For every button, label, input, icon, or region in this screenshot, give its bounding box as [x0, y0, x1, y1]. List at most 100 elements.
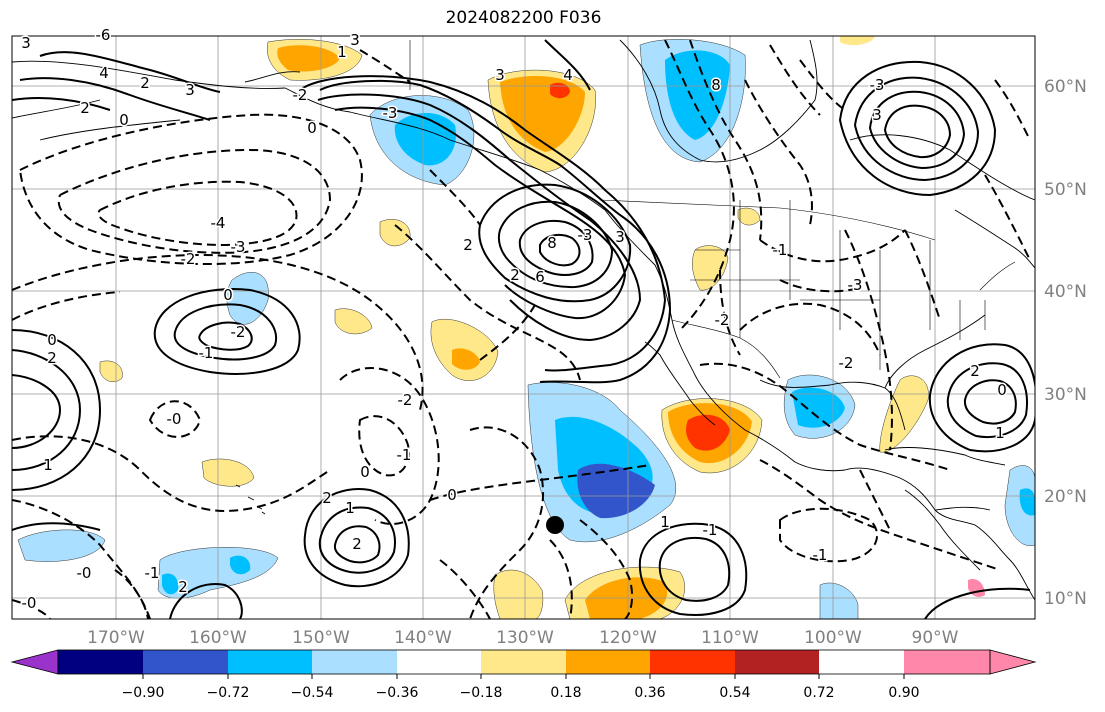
contour-label: 8 — [711, 76, 721, 94]
latitude-labels: 60°N 50°N 40°N 30°N 20°N 10°N — [1044, 77, 1087, 609]
colorbar-segment — [650, 650, 735, 674]
contour-label: 2 — [510, 266, 520, 284]
lon-label: 140°W — [394, 628, 452, 648]
contour-label: 0 — [47, 331, 57, 349]
lon-label: 120°W — [599, 628, 657, 648]
lon-label: 100°W — [804, 628, 862, 648]
contour-label: 3 — [872, 106, 882, 124]
contour-label: -3 — [848, 276, 863, 294]
contour-label: 2 — [352, 535, 362, 553]
colorbar-tick-label: −0.18 — [460, 685, 503, 701]
colorbar-tick-labels: −0.90 −0.72 −0.54 −0.36 −0.18 0.18 0.36 … — [122, 685, 920, 701]
contour-label: 6 — [535, 268, 545, 286]
contour-label: 2 — [80, 99, 90, 117]
lat-label: 10°N — [1044, 589, 1087, 609]
contour-label: -2 — [839, 354, 854, 372]
contour-label: -4 — [211, 214, 226, 232]
lon-label: 160°W — [189, 628, 247, 648]
contour-label: 0 — [119, 111, 129, 129]
colorbar-extension-high — [989, 649, 1037, 675]
lat-label: 30°N — [1044, 385, 1087, 405]
colorbar-segment — [566, 650, 650, 674]
colorbar-tick-label: −0.54 — [291, 685, 334, 701]
contour-label: -2 — [231, 323, 246, 341]
contour-label: -2 — [715, 311, 730, 329]
colorbar-segment — [143, 650, 228, 674]
contour-label: 2 — [322, 489, 332, 507]
storm-center-dot — [546, 516, 564, 534]
lon-label: 130°W — [496, 628, 554, 648]
colorbar-tick-label: 0.36 — [634, 685, 665, 701]
contour-label: 0 — [307, 119, 317, 137]
colorbar — [10, 649, 1037, 679]
colorbar-segment — [228, 650, 312, 674]
colorbar-extension-low — [10, 649, 59, 675]
contour-label: 3 — [615, 228, 625, 246]
contour-label: 1 — [345, 499, 355, 517]
contour-label: 1 — [43, 456, 53, 474]
colorbar-tick-label: −0.72 — [207, 685, 250, 701]
contour-label: -3 — [870, 76, 885, 94]
contour-label: 1 — [660, 513, 670, 531]
colorbar-tick-label: −0.36 — [376, 685, 419, 701]
lat-label: 40°N — [1044, 282, 1087, 302]
contour-label: 2 — [970, 362, 980, 380]
contour-label: -2 — [293, 86, 308, 104]
contour-label: 4 — [99, 64, 109, 82]
contour-label: -3 — [383, 104, 398, 122]
lon-label: 110°W — [701, 628, 759, 648]
contour-label: 3 — [21, 34, 31, 52]
colorbar-tick-label: −0.90 — [122, 685, 165, 701]
colorbar-segment — [397, 650, 481, 674]
colorbar-segment — [735, 650, 819, 674]
colorbar-tick-label: 0.90 — [888, 685, 919, 701]
contour-label: 1 — [337, 43, 347, 61]
contour-label: 2 — [140, 74, 150, 92]
contour-label: 4 — [563, 66, 573, 84]
anomaly-shading — [17, 36, 1035, 619]
contour-label: -1 — [145, 564, 160, 582]
colorbar-segment — [58, 650, 143, 674]
contour-label: -6 — [96, 26, 111, 44]
contour-label: 3 — [495, 66, 505, 84]
contour-label: 0 — [997, 381, 1007, 399]
lat-label: 60°N — [1044, 77, 1087, 97]
contour-label: 1 — [995, 424, 1005, 442]
contour-label: -3 — [578, 226, 593, 244]
colorbar-segment — [481, 650, 566, 674]
lon-label: 150°W — [292, 628, 350, 648]
lat-label: 50°N — [1044, 180, 1087, 200]
contour-label: 2 — [463, 236, 473, 254]
colorbar-segment — [904, 650, 990, 674]
contour-label: -3 — [231, 238, 246, 256]
contour-label: 0 — [447, 486, 457, 504]
contour-label: -1 — [199, 344, 214, 362]
contour-label: 2 — [178, 578, 188, 596]
lat-label: 20°N — [1044, 487, 1087, 507]
map-title: 2024082200 F036 — [445, 8, 602, 28]
map-area — [12, 36, 1035, 619]
contour-label: -0 — [22, 594, 37, 612]
colorbar-tick-label: 0.18 — [550, 685, 581, 701]
political-borders — [409, 40, 1016, 379]
contour-label: 0 — [360, 463, 370, 481]
contour-label: -1 — [703, 521, 718, 539]
colorbar-tick-label: 0.72 — [803, 685, 834, 701]
contour-label: -1 — [813, 546, 828, 564]
contour-label: -2 — [181, 250, 196, 268]
contour-label: -1 — [397, 446, 412, 464]
lon-label: 90°W — [912, 628, 959, 648]
colorbar-tick-label: 0.54 — [719, 685, 750, 701]
height-contours — [12, 39, 1035, 619]
contour-label: 8 — [547, 234, 557, 252]
colorbar-segment — [312, 650, 397, 674]
graticule — [12, 36, 1035, 619]
contour-label: -1 — [773, 241, 788, 259]
contour-label: 3 — [185, 81, 195, 99]
contour-label: 3 — [350, 31, 360, 49]
contour-label: -2 — [398, 391, 413, 409]
lon-label: 170°W — [87, 628, 145, 648]
longitude-labels: 170°W 160°W 150°W 140°W 130°W 120°W 110°… — [87, 628, 959, 648]
